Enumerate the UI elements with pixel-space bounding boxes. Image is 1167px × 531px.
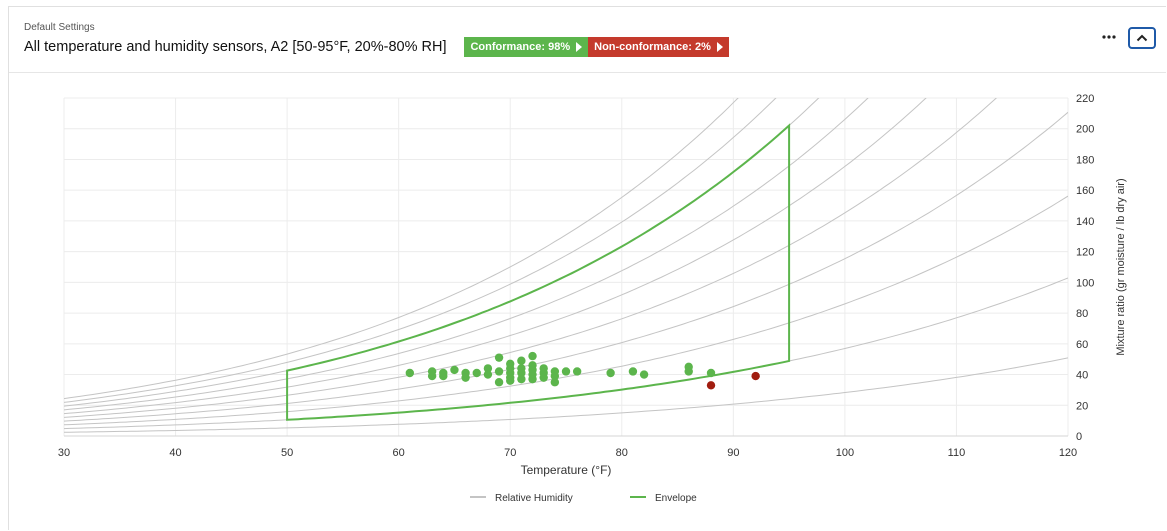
conformance-point — [494, 378, 504, 387]
conformance-point — [539, 373, 548, 382]
rh-curve — [64, 195, 1068, 426]
y-tick-label: 200 — [1076, 124, 1094, 136]
y-tick-label: 180 — [1076, 154, 1094, 166]
x-tick-label: 100 — [836, 447, 854, 459]
conformance-point — [494, 367, 504, 376]
x-tick-label: 120 — [1059, 447, 1077, 459]
y-tick-label: 120 — [1076, 247, 1094, 259]
play-arrow-icon — [576, 42, 583, 52]
ellipsis-icon[interactable] — [1099, 30, 1119, 46]
legend-label: Envelope — [655, 493, 697, 504]
x-tick-label: 80 — [616, 447, 628, 459]
rh-curve — [64, 98, 869, 411]
conformance-point — [483, 364, 493, 373]
x-tick-label: 70 — [504, 447, 516, 459]
x-tick-label: 90 — [727, 447, 739, 459]
rh-curve — [64, 98, 998, 418]
play-arrow-icon — [716, 42, 723, 52]
x-tick-label: 40 — [169, 447, 181, 459]
conformance-point — [439, 371, 448, 381]
conformance-point — [483, 370, 493, 379]
y-ticks: 0 20 40 60 80 100 120 140 160 180 200 220 — [1076, 93, 1094, 443]
y-tick-label: 100 — [1076, 277, 1094, 289]
chart-panel — [8, 6, 1166, 530]
y-tick-label: 220 — [1076, 93, 1094, 105]
y-tick-label: 0 — [1076, 431, 1082, 443]
y-tick-label: 40 — [1076, 370, 1088, 382]
conformance-point — [494, 353, 504, 362]
panel-subtitle: Default Settings — [24, 22, 95, 33]
conformance-point — [528, 374, 537, 384]
conformance-point — [506, 376, 515, 385]
rh-curve — [64, 98, 739, 400]
rh-curve — [64, 357, 1068, 433]
title-row: All temperature and humidity sensors, A2… — [24, 37, 729, 57]
nonconformance-badge[interactable]: Non-conformance: 2% — [588, 37, 729, 57]
rh-curve — [64, 98, 820, 407]
conformance-badge[interactable]: Conformance: 98% — [464, 37, 589, 57]
y-tick-label: 160 — [1076, 185, 1094, 197]
rh-curve — [64, 277, 1068, 430]
conformance-label: Conformance: 98% — [470, 41, 571, 53]
panel-title: All temperature and humidity sensors, A2… — [24, 39, 447, 55]
conformance-point — [550, 378, 560, 387]
nonconformance-point — [706, 381, 716, 390]
conformance-point — [706, 368, 716, 378]
x-tick-label: 60 — [393, 447, 405, 459]
envelope-group — [286, 123, 791, 421]
conformance-point — [427, 371, 437, 381]
rh-curve — [64, 98, 777, 403]
conformance-point — [517, 374, 526, 384]
conformance-point — [628, 367, 638, 376]
conformance-point — [450, 365, 459, 375]
conformance-point — [461, 373, 470, 382]
y-tick-label: 140 — [1076, 216, 1094, 228]
nonconformance-point — [751, 371, 760, 381]
y-tick-label: 20 — [1076, 400, 1088, 412]
conformance-point — [405, 368, 415, 378]
conformance-point — [572, 367, 582, 376]
conformance-point — [639, 370, 649, 379]
conformance-point — [550, 371, 560, 381]
rh-curve — [64, 111, 1068, 422]
ellipsis-glyph — [1102, 35, 1116, 39]
x-tick-label: 50 — [281, 447, 293, 459]
x-axis-label: Temperature (°F) — [521, 463, 612, 477]
conformance-point — [561, 367, 571, 376]
points — [405, 351, 760, 390]
collapse-button[interactable] — [1128, 27, 1156, 49]
legend-label: Relative Humidity — [495, 493, 573, 504]
panel-header: Default Settings All temperature and hum… — [24, 22, 729, 57]
conformance-point — [472, 368, 481, 378]
conformance-point — [528, 351, 537, 361]
x-tick-label: 30 — [58, 447, 70, 459]
y-tick-label: 80 — [1076, 308, 1088, 320]
x-tick-label: 110 — [948, 447, 966, 459]
chevron-up-icon — [1136, 34, 1148, 42]
y-axis-label: Mixture ratio (gr moisture / lb dry air) — [1115, 178, 1127, 355]
rh-curve — [64, 98, 927, 415]
envelope-outline — [286, 123, 791, 421]
y-tick-label: 60 — [1076, 339, 1088, 351]
header-divider — [9, 72, 1166, 73]
conformance-point — [517, 356, 526, 365]
conformance-point — [517, 368, 526, 378]
x-ticks: 30 40 50 60 70 80 90 100 110 120 — [58, 447, 1077, 459]
conformance-point — [606, 368, 615, 378]
nonconformance-label: Non-conformance: 2% — [594, 41, 711, 53]
legend: Relative Humidity Envelope — [470, 493, 697, 504]
conformance-point — [684, 367, 693, 376]
